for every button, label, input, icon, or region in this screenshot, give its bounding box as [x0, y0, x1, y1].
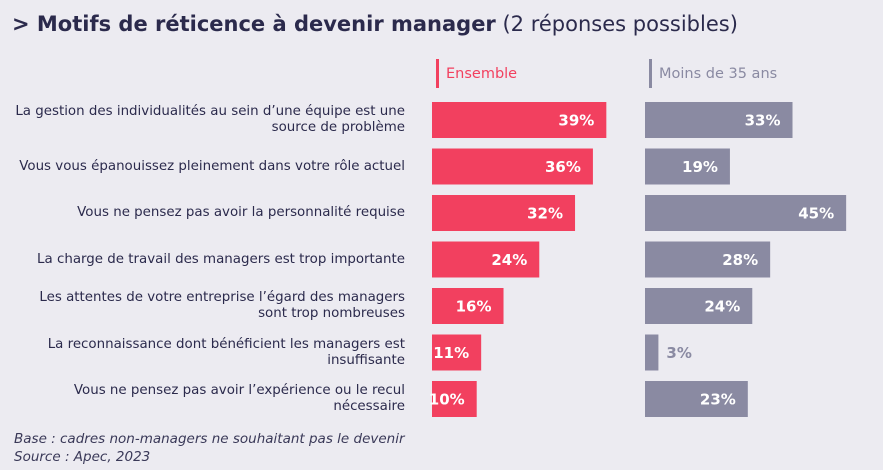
- legend-label: Moins de 35 ans: [659, 66, 777, 82]
- legend-swatch: [436, 59, 439, 88]
- value-label: 19%: [682, 158, 718, 176]
- bar: [645, 102, 793, 138]
- value-label: 11%: [433, 344, 469, 362]
- value-label: 10%: [429, 391, 465, 409]
- value-label: 16%: [456, 298, 492, 316]
- bar: [432, 102, 607, 138]
- bar: [432, 241, 540, 278]
- value-label: 3%: [666, 344, 691, 362]
- legend-label: Ensemble: [446, 66, 517, 82]
- bar: [432, 288, 504, 324]
- note: Base : cadres non-managers ne souhaitant…: [14, 431, 405, 447]
- category-label: Les attentes de votre entreprise l’égard…: [39, 290, 405, 321]
- category-label: La gestion des individualités au sein d’…: [15, 104, 405, 135]
- note: Source : Apec, 2023: [14, 449, 151, 465]
- value-label: 23%: [700, 391, 736, 409]
- bar: [645, 288, 753, 324]
- bar: [645, 241, 771, 278]
- bar: [645, 195, 847, 231]
- value-label: 24%: [491, 251, 527, 269]
- value-label: 33%: [745, 112, 781, 130]
- category-label: La charge de travail des managers est tr…: [37, 251, 405, 267]
- bar: [645, 148, 730, 185]
- value-label: 32%: [527, 205, 563, 223]
- category-label: La reconnaissance dont bénéficient les m…: [47, 336, 405, 368]
- bar: [432, 195, 576, 231]
- bar: [432, 334, 482, 371]
- legend-swatch: [649, 59, 652, 88]
- chart-title: > Motifs de réticence à devenir manager: [12, 12, 496, 36]
- title-block: > Motifs de réticence à devenir manager …: [12, 12, 738, 36]
- bar: [645, 334, 659, 371]
- bar: [432, 381, 477, 417]
- value-label: 39%: [558, 112, 594, 130]
- value-label: 24%: [704, 298, 740, 316]
- category-label: Vous vous épanouissez pleinement dans vo…: [19, 158, 405, 174]
- value-label: 36%: [545, 158, 581, 176]
- value-label: 28%: [722, 251, 758, 269]
- category-label: Vous ne pensez pas avoir l’expérience ou…: [73, 383, 405, 414]
- bar: [432, 148, 593, 185]
- value-label: 45%: [798, 205, 834, 223]
- chart-subtitle: (2 réponses possibles): [502, 12, 738, 36]
- category-label: Vous ne pensez pas avoir la personnalité…: [77, 205, 405, 220]
- bar: [645, 381, 748, 417]
